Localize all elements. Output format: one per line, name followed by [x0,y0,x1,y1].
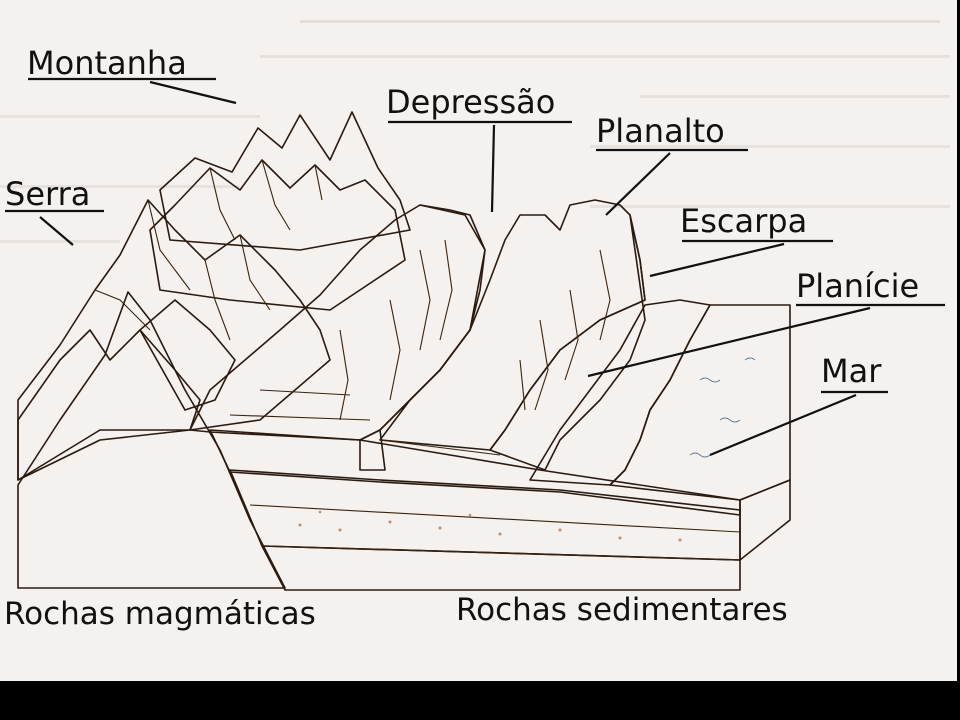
label-escarpa: Escarpa [680,202,807,240]
plateau-right [379,199,646,471]
sea [609,304,791,561]
label-planicie: Planície [796,267,919,305]
magmatic-rock-block [17,291,286,589]
label-leader-lines [5,77,945,457]
coastal-plain [529,299,711,486]
sedimentary-block [209,429,741,591]
textbook-page: Montanha Serra Depressão Planalto Escarp… [0,0,957,681]
label-montanha: Montanha [27,44,187,82]
label-depressao: Depressão [386,83,555,121]
label-rochas-sedimentares: Rochas sedimentares [456,592,788,628]
label-rochas-magmaticas: Rochas magmáticas [4,596,316,632]
relief-diagram: Montanha Serra Depressão Planalto Escarp… [0,20,950,632]
background-bleed-text [0,20,950,243]
label-mar: Mar [821,352,882,390]
label-serra: Serra [5,175,90,213]
label-planalto: Planalto [596,112,725,150]
mountain-range [17,111,411,481]
